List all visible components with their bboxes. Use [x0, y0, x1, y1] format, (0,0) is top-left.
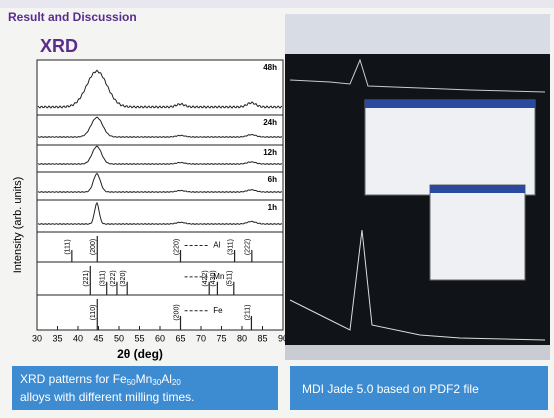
sample-label: 12h [263, 148, 277, 157]
peak-index: (222) [110, 270, 117, 286]
x-tick-label: 60 [155, 333, 165, 343]
peak-index: (430) [210, 270, 217, 286]
peak-index: (311) [227, 239, 234, 255]
x-tick-label: 35 [52, 333, 62, 343]
peak-index: (111) [65, 239, 72, 254]
slide: Result and Discussion XRD 30 35 40 45 50 55 60… [0, 0, 554, 418]
statusbar [285, 345, 550, 360]
x-tick-label: 30 [32, 333, 42, 343]
sample-label: 6h [268, 175, 277, 184]
caption-part: XRD patterns for Fe [20, 372, 127, 386]
peak-index: (110) [90, 305, 97, 321]
x-tick-label: 65 [175, 333, 185, 343]
toolbar [285, 14, 550, 54]
title: Result and Discussion [8, 10, 137, 24]
legend-label: Fe [213, 306, 223, 315]
peak-index: (311) [100, 271, 107, 287]
legend-label: Al [213, 241, 220, 250]
caption-part: Al [161, 372, 172, 386]
x-tick-label: 50 [114, 333, 124, 343]
screenshot [285, 14, 550, 360]
x-tick-label: 40 [73, 333, 83, 343]
peak-index: (220) [173, 239, 180, 255]
x-tick-label: 85 [257, 333, 267, 343]
peak-index: (422) [202, 270, 209, 286]
sample-label: 1h [268, 203, 277, 212]
caption-sub: 20 [172, 378, 181, 387]
sample-label: 24h [263, 118, 277, 127]
x-tick-label: 55 [134, 333, 144, 343]
peak-index: (511) [227, 271, 234, 287]
x-label: 2θ (deg) [117, 347, 163, 361]
subtitle: XRD [40, 36, 78, 56]
window-1-title [365, 100, 535, 108]
x-tick-label: 45 [93, 333, 103, 343]
x-tick-label: 80 [237, 333, 247, 343]
window-2 [430, 185, 525, 280]
peak-index: (221) [83, 270, 90, 286]
peak-index: (200) [173, 304, 180, 320]
peak-index: (222) [245, 239, 252, 255]
peak-index: (200) [90, 239, 97, 255]
caption-part: Mn [136, 372, 153, 386]
x-tick-label: 75 [216, 333, 226, 343]
sample-label: 48h [263, 63, 277, 72]
caption-left-2: alloys with different milling times. [20, 390, 195, 404]
window-1 [365, 100, 535, 195]
peak-index: (320) [120, 270, 127, 286]
y-label: Intensity (arb. units) [12, 177, 24, 274]
peak-index: (211) [244, 305, 251, 321]
window-2-title [430, 185, 525, 193]
plot-frame [37, 60, 283, 330]
caption-right: MDI Jade 5.0 based on PDF2 file [302, 382, 479, 396]
x-tick-label: 70 [196, 333, 206, 343]
top-band [0, 0, 554, 8]
